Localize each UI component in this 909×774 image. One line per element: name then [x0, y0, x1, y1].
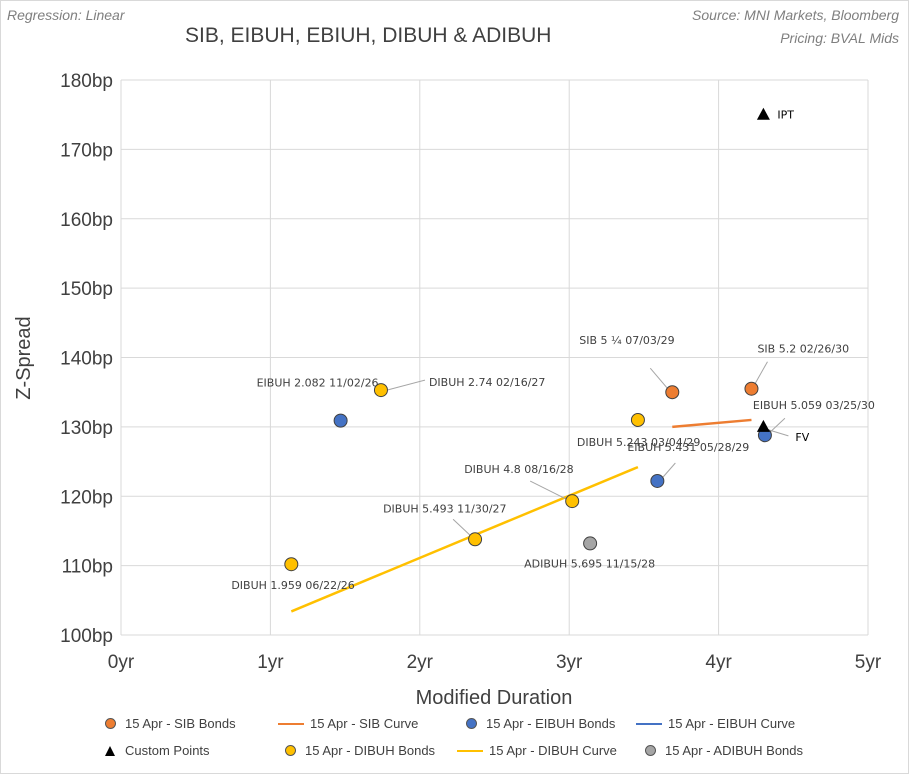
y-tick-label: 130bp	[60, 418, 113, 439]
legend-label: 15 Apr - ADIBUH Bonds	[665, 743, 804, 758]
point-label: EIBUH 5.431 05/28/29	[627, 441, 749, 454]
y-tick-label: 160bp	[60, 210, 113, 231]
x-axis-title: Modified Duration	[416, 687, 573, 709]
point-label: DIBUH 1.959 06/22/26	[231, 579, 354, 592]
y-axis-title: Z-Spread	[13, 316, 35, 399]
data-point	[583, 536, 598, 551]
point-layer	[284, 107, 772, 572]
label-leader-line	[754, 361, 768, 385]
legend-marker-sib-bonds	[105, 718, 116, 729]
point-label-layer: SIB 5 ¼ 07/03/29 SIB 5.2 02/26/30 EIBUH 2.…	[231, 109, 875, 593]
legend-marker-dibuh-curve	[457, 749, 483, 752]
grid-layer	[120, 79, 869, 636]
x-tick-label: 3yr	[556, 652, 583, 673]
y-tick-label: 110bp	[62, 557, 113, 578]
point-label: DIBUH 2.74 02/16/27	[429, 376, 545, 389]
data-point	[565, 494, 580, 509]
point-label: IPT	[777, 109, 794, 122]
x-tick-label: 2yr	[407, 652, 434, 673]
data-point	[284, 557, 299, 572]
legend-item-adibuh-bonds: 15 Apr - ADIBUH Bonds	[645, 743, 803, 758]
label-leader-line	[660, 462, 676, 480]
label-leader-line	[529, 480, 567, 500]
x-tick-label: 1yr	[257, 652, 284, 673]
x-tick-label: 5yr	[855, 652, 882, 673]
legend-item-sib-curve: 15 Apr - SIB Curve	[278, 716, 418, 731]
curve-line-15-apr-sib-curve	[672, 418, 752, 429]
tick-layer: 100bp 110bp 120bp 130bp 140bp 150bp 160bp 170bp…	[60, 71, 882, 673]
point-label: EIBUH 2.082 11/02/26	[257, 377, 379, 390]
point-label: DIBUH 4.8 08/16/28	[464, 463, 573, 476]
data-point	[333, 413, 348, 428]
point-label: SIB 5 ¼ 07/03/29	[579, 334, 674, 347]
legend-label: 15 Apr - EIBUH Bonds	[486, 716, 616, 731]
regression-note: Regression: Linear	[7, 7, 125, 23]
legend-marker-eibuh-bonds	[466, 718, 477, 729]
legend-label: 15 Apr - SIB Bonds	[125, 716, 236, 731]
curve-line-15-apr-dibuh-curve	[290, 465, 639, 613]
curve-layer	[290, 418, 752, 613]
legend-label: 15 Apr - DIBUH Bonds	[305, 743, 436, 758]
source-note: Source: MNI Markets, Bloomberg	[692, 7, 899, 23]
x-tick-label: 0yr	[108, 652, 135, 673]
legend-item-dibuh-bonds: 15 Apr - DIBUH Bonds	[285, 743, 435, 758]
pricing-note: Pricing: BVAL Mids	[780, 30, 899, 46]
label-leader-line	[649, 367, 668, 389]
x-tick-label: 4yr	[705, 652, 732, 673]
label-leader-line	[386, 379, 426, 391]
custom-point-marker	[756, 107, 770, 120]
label-leader-line	[452, 518, 471, 536]
data-point	[744, 381, 759, 396]
point-label: ADIBUH 5.695 11/15/28	[524, 557, 655, 570]
point-label: FV	[795, 431, 809, 444]
legend-item-dibuh-curve: 15 Apr - DIBUH Curve	[457, 743, 617, 758]
legend-marker-eibuh-curve	[636, 722, 662, 725]
data-point	[650, 473, 665, 488]
y-tick-label: 120bp	[60, 487, 113, 508]
legend-item-custom-points: Custom Points	[105, 743, 210, 758]
point-label: DIBUH 5.493 11/30/27	[383, 502, 506, 515]
legend-marker-adibuh-bonds	[645, 745, 656, 756]
y-tick-label: 150bp	[60, 279, 113, 300]
y-tick-label: 140bp	[60, 349, 113, 370]
point-label: SIB 5.2 02/26/30	[757, 343, 849, 356]
legend-label: 15 Apr - EIBUH Curve	[668, 716, 796, 731]
legend-item-eibuh-bonds: 15 Apr - EIBUH Bonds	[466, 716, 615, 731]
legend-item-sib-bonds: 15 Apr - SIB Bonds	[105, 716, 236, 731]
data-point	[468, 532, 483, 547]
legend-marker-sib-curve	[278, 722, 304, 725]
y-tick-label: 170bp	[60, 140, 113, 161]
legend-marker-dibuh-bonds	[285, 745, 296, 756]
legend-label: 15 Apr - DIBUH Curve	[489, 743, 617, 758]
data-point	[373, 383, 388, 398]
point-label: DIBUH 5.243 03/04/29	[577, 436, 700, 449]
y-tick-label: 180bp	[60, 71, 113, 92]
custom-point-marker	[756, 419, 770, 432]
legend-label: 15 Apr - SIB Curve	[310, 716, 419, 731]
legend-item-eibuh-curve: 15 Apr - EIBUH Curve	[636, 716, 795, 731]
data-point	[665, 385, 680, 400]
legend-label: Custom Points	[125, 743, 210, 758]
legend: 15 Apr - SIB Bonds 15 Apr - SIB Curve 15…	[100, 716, 860, 768]
legend-marker-custom-points	[105, 745, 115, 756]
data-point	[630, 412, 645, 427]
point-label: EIBUH 5.059 03/25/30	[753, 399, 875, 412]
leader-line-layer	[386, 361, 789, 536]
chart-title: SIB, EIBUH, EBIUH, DIBUH & ADIBUH	[185, 24, 552, 47]
y-tick-label: 100bp	[60, 626, 113, 647]
